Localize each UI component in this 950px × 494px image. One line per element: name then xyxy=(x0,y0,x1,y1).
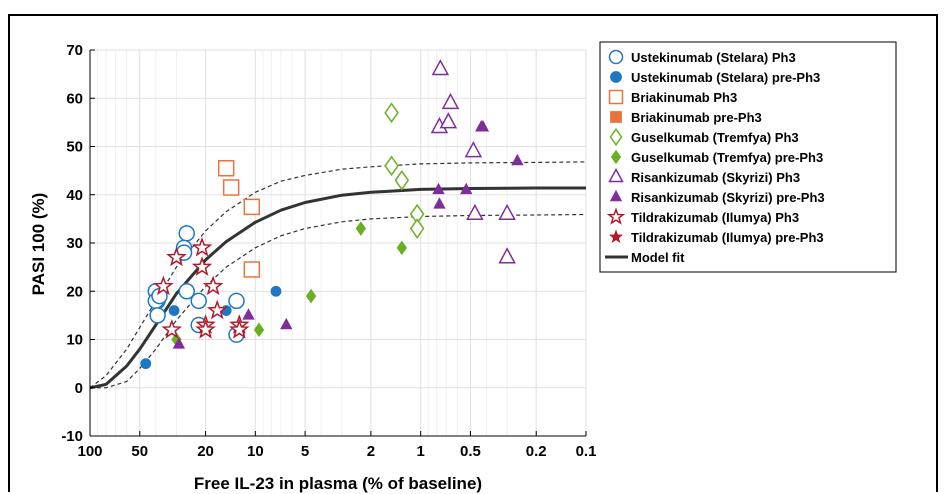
y-tick-label: 0 xyxy=(75,380,83,397)
y-tick-label: 50 xyxy=(66,139,83,156)
x-tick-label: 2 xyxy=(367,443,375,460)
risankizumab-skyrizi-pre-ph3-point xyxy=(280,317,293,330)
briakinumab-ph3-point xyxy=(243,198,261,216)
tildrakizumab-ilumya-ph3-point xyxy=(195,319,216,339)
risankizumab-skyrizi-ph3-point xyxy=(431,59,450,76)
legend-marker xyxy=(610,111,622,123)
guselkumab-tremfya-pre-ph3-point xyxy=(355,221,367,236)
y-tick-label: 70 xyxy=(66,42,83,59)
legend-entry: Ustekinumab (Stelara) Ph3 xyxy=(631,50,796,65)
legend-entry: Tildrakizumab (Ilumya) pre-Ph3 xyxy=(631,230,824,245)
tildrakizumab-ilumya-ph3-point xyxy=(161,319,183,339)
risankizumab-skyrizi-pre-ph3-point xyxy=(433,197,446,209)
risankizumab-skyrizi-pre-ph3-point xyxy=(511,153,524,166)
legend-box xyxy=(599,41,897,273)
risankizumab-skyrizi-ph3-point xyxy=(466,203,484,221)
y-tick-label: 10 xyxy=(66,332,83,349)
confidence-band-line xyxy=(89,161,587,389)
y-tick-label: 30 xyxy=(66,235,83,252)
risankizumab-skyrizi-pre-ph3-point xyxy=(172,337,186,349)
x-tick-label: 20 xyxy=(197,443,214,460)
legend-entry: Risankizumab (Skyrizi) pre-Ph3 xyxy=(631,190,825,205)
axes: 100 50 20 10 5 2 1 0.5 0.2 0.1 -10 0 10 20 30 40 50 60 70 xyxy=(61,42,596,460)
legend-marker xyxy=(608,49,624,65)
x-tick-label: 0.1 xyxy=(576,443,597,460)
guselkumab-tremfya-pre-ph3-point xyxy=(253,322,265,338)
legend-entry: Risankizumab (Skyrizi) Ph3 xyxy=(631,170,800,185)
x-axis-label: Free IL-23 in plasma (% of baseline) xyxy=(194,474,482,493)
risankizumab-skyrizi-ph3-point xyxy=(464,141,483,158)
y-axis-label: PASI 100 (%) xyxy=(29,193,48,296)
x-tick-label: 100 xyxy=(77,443,102,460)
ustekinumab-stelara-ph3-point xyxy=(178,283,195,300)
ustekinumab-stelara-ph3-point xyxy=(228,292,245,310)
guselkumab-tremfya-pre-ph3-point xyxy=(305,288,317,304)
risankizumab-skyrizi-pre-ph3-point xyxy=(476,120,490,132)
tildrakizumab-ilumya-ph3-point xyxy=(202,275,224,296)
ustekinumab-stelara-pre-ph3-point xyxy=(168,305,180,316)
risankizumab-skyrizi-pre-ph3-point xyxy=(242,308,255,320)
legend-marker xyxy=(608,167,624,183)
legend-marker xyxy=(608,229,624,244)
risankizumab-skyrizi-pre-ph3-point xyxy=(460,182,473,195)
guselkumab-tremfya-pre-ph3-point xyxy=(396,240,407,256)
model-lines xyxy=(89,161,587,390)
y-tick-label: 20 xyxy=(66,283,83,300)
ustekinumab-stelara-ph3-point xyxy=(190,292,207,310)
risankizumab-skyrizi-ph3-point xyxy=(439,112,458,129)
x-tick-label: 1 xyxy=(416,443,424,460)
y-tick-label: 40 xyxy=(66,187,83,204)
tildrakizumab-ilumya-ph3-point xyxy=(191,237,213,257)
x-tick-label: 0.2 xyxy=(526,443,547,460)
legend-marker xyxy=(610,149,622,165)
ustekinumab-stelara-pre-ph3-point xyxy=(140,358,152,370)
ustekinumab-stelara-pre-ph3-point xyxy=(270,285,282,297)
tildrakizumab-ilumya-ph3-point xyxy=(153,275,174,296)
x-tick-label: 50 xyxy=(131,443,148,460)
briakinumab-ph3-point xyxy=(222,179,240,196)
data-markers xyxy=(140,59,524,370)
confidence-band-line xyxy=(90,213,587,389)
risankizumab-skyrizi-pre-ph3-point xyxy=(432,182,445,195)
legend-marker xyxy=(609,127,623,147)
x-tick-label: 5 xyxy=(301,443,309,460)
x-tick-label: 0.5 xyxy=(460,443,481,460)
guselkumab-tremfya-ph3-point xyxy=(384,155,399,177)
tildrakizumab-ilumya-ph3-point xyxy=(229,319,250,339)
legend-entry: Model fit xyxy=(631,250,685,265)
legend-entry: Briakinumab pre-Ph3 xyxy=(631,110,762,125)
guselkumab-tremfya-ph3-point xyxy=(394,169,410,191)
legend: Ustekinumab (Stelara) Ph3 Ustekinumab (St… xyxy=(599,41,897,273)
briakinumab-ph3-point xyxy=(243,261,261,278)
legend-entry: Guselkumab (Tremfya) Ph3 xyxy=(631,130,799,145)
legend-entry: Guselkumab (Tremfya) pre-Ph3 xyxy=(631,150,823,165)
briakinumab-ph3-point xyxy=(217,159,235,177)
tildrakizumab-ilumya-ph3-point xyxy=(206,299,228,320)
y-tick-label: -10 xyxy=(61,428,83,445)
legend-entry: Tildrakizumab (Ilumya) Ph3 xyxy=(631,210,799,225)
legend-marker xyxy=(609,189,623,202)
tildrakizumab-ilumya-ph3-point xyxy=(166,246,187,267)
grid xyxy=(89,49,587,437)
risankizumab-skyrizi-ph3-point xyxy=(498,247,516,264)
risankizumab-skyrizi-ph3-point xyxy=(498,203,516,221)
ustekinumab-stelara-ph3-point xyxy=(178,225,195,242)
ustekinumab-stelara-ph3-point xyxy=(149,307,166,324)
risankizumab-skyrizi-ph3-point xyxy=(441,92,460,110)
legend-entry: Ustekinumab (Stelara) pre-Ph3 xyxy=(631,70,820,85)
legend-marker xyxy=(610,71,622,83)
guselkumab-tremfya-ph3-point xyxy=(409,218,425,239)
legend-marker xyxy=(606,207,626,225)
y-tick-label: 60 xyxy=(66,90,83,107)
x-tick-label: 10 xyxy=(247,443,264,460)
legend-marker xyxy=(608,89,624,105)
guselkumab-tremfya-ph3-point xyxy=(384,102,399,124)
legend-entry: Briakinumab Ph3 xyxy=(631,90,737,105)
tildrakizumab-ilumya-ph3-point xyxy=(191,256,213,276)
